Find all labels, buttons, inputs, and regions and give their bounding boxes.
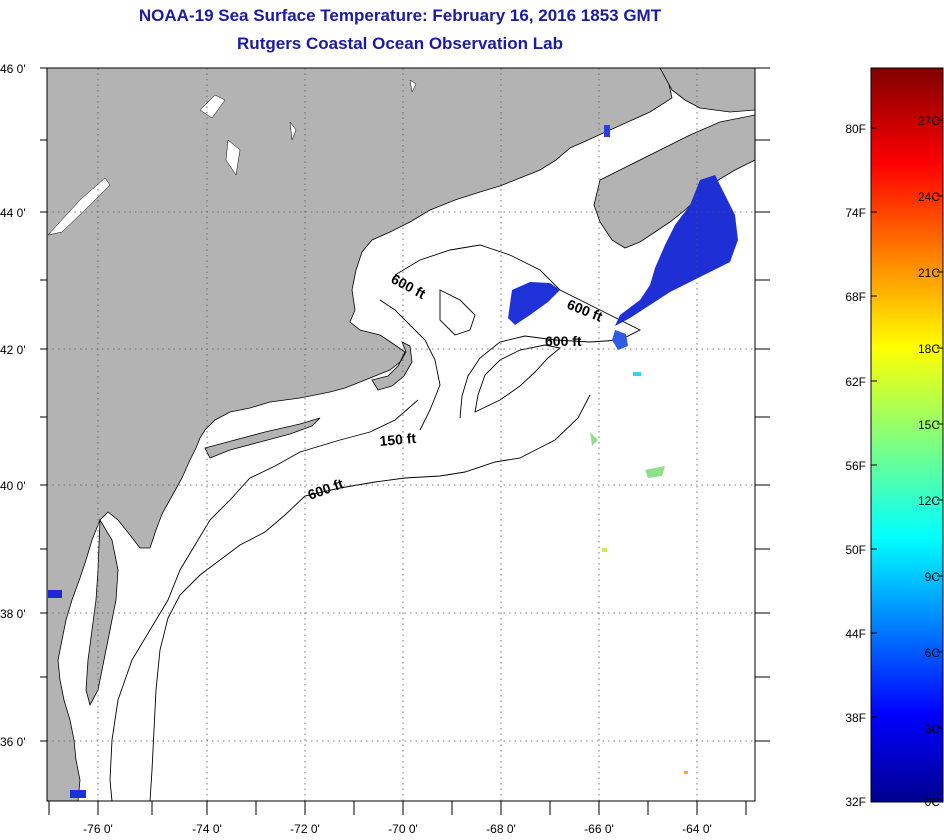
contour-georges-bank <box>474 344 562 413</box>
temp-label-c: 6C <box>925 646 941 660</box>
lat-label: 40 0' <box>0 479 26 493</box>
lon-label: -76 0' <box>83 822 113 836</box>
colorbar-ticks <box>871 119 943 729</box>
temp-label-c: 27C <box>918 114 940 128</box>
cape-cod <box>371 341 413 391</box>
temp-label-f: 56F <box>845 459 866 473</box>
sst-patch-south <box>70 790 86 798</box>
colorbar-celsius-labels: 27C 24C 21C 18C 15C 12C 9C 6C 3C 0C <box>918 114 940 809</box>
temp-label-f: 80F <box>845 122 866 136</box>
map-subtitle: Rutgers Coastal Ocean Observation Lab <box>237 34 563 53</box>
temp-label-f: 44F <box>845 627 866 641</box>
lat-label: 36 0' <box>0 735 26 749</box>
colorbar <box>870 67 944 803</box>
sst-patch-green-2 <box>645 466 665 478</box>
contour-label: 150 ft <box>379 430 417 449</box>
new-brunswick <box>659 68 755 113</box>
temp-label-f: 38F <box>845 711 866 725</box>
contour-gulf-of-maine <box>394 244 642 419</box>
bathymetry-contours <box>109 244 642 801</box>
temp-label-c: 18C <box>918 342 940 356</box>
sst-patch-green-1 <box>590 432 598 446</box>
sst-patch-cyan <box>633 372 641 376</box>
sst-patch-scotian-shelf <box>615 175 738 326</box>
temp-label-c: 21C <box>918 266 940 280</box>
longitude-labels: -76 0' -74 0' -72 0' -70 0' -68 0' -66 0… <box>83 822 712 836</box>
lon-label: -66 0' <box>584 822 614 836</box>
long-island <box>204 417 321 459</box>
contour-150ft <box>109 399 419 801</box>
temp-label-c: 3C <box>925 722 941 736</box>
temp-label-c: 24C <box>918 190 940 204</box>
lat-label: 42 0' <box>0 343 26 357</box>
lon-label: -74 0' <box>192 822 222 836</box>
sst-patch-yellow <box>602 548 607 552</box>
inland-lakes <box>47 79 417 236</box>
colorbar-fahrenheit-labels: 80F 74F 68F 62F 56F 50F 44F 38F 32F <box>845 122 866 809</box>
graticule <box>47 68 755 801</box>
axis-ticks <box>40 67 770 815</box>
temp-label-c: 15C <box>918 418 940 432</box>
delmarva-peninsula <box>85 518 119 707</box>
contour-600ft-shelf <box>149 394 591 801</box>
sst-patch-orange <box>684 771 688 774</box>
lon-label: -72 0' <box>290 822 320 836</box>
sst-patch-northeast-channel <box>612 330 628 350</box>
lon-label: -70 0' <box>388 822 418 836</box>
us-mainland <box>47 68 673 801</box>
sst-patch-bay-of-fundy <box>604 125 610 137</box>
temp-label-c: 12C <box>918 494 940 508</box>
lon-label: -68 0' <box>486 822 516 836</box>
map-frame <box>46 67 756 802</box>
temp-label-f: 32F <box>845 795 866 809</box>
sst-observations <box>48 125 738 798</box>
temp-label-f: 74F <box>845 206 866 220</box>
contour-label: 600 ft <box>545 333 582 349</box>
lat-label: 44 0' <box>0 206 26 220</box>
lat-label: 38 0' <box>0 607 26 621</box>
sst-patch-georges-basin <box>508 282 560 325</box>
temp-label-c: 9C <box>925 570 941 584</box>
temp-label-f: 62F <box>845 375 866 389</box>
latitude-labels: 46 0' 44 0' 42 0' 40 0' 38 0' 36 0' <box>0 62 26 749</box>
temp-label-f: 50F <box>845 543 866 557</box>
lon-label: -64 0' <box>682 822 712 836</box>
map-title: NOAA-19 Sea Surface Temperature: Februar… <box>138 6 662 25</box>
temp-label-f: 68F <box>845 290 866 304</box>
lat-label: 46 0' <box>0 62 26 76</box>
sst-patch-chesapeake <box>48 590 62 598</box>
temp-label-c: 0C <box>925 795 941 809</box>
